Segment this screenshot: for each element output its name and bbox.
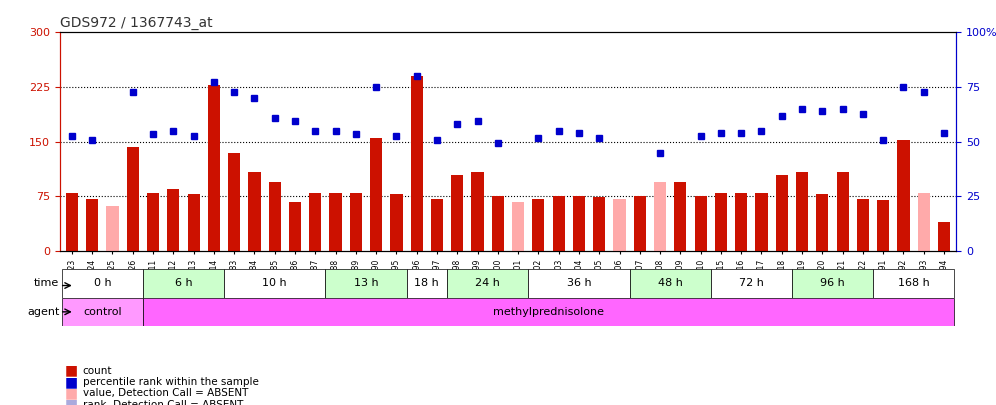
Bar [776,175,788,251]
Bar [917,193,930,251]
Text: 48 h: 48 h [657,279,682,288]
Bar [187,194,199,251]
Text: ■: ■ [65,364,78,377]
Text: percentile rank within the sample: percentile rank within the sample [83,377,259,387]
Bar [614,198,625,251]
Bar [62,298,142,326]
Bar [406,269,447,298]
Bar [86,198,99,251]
Bar [410,76,422,251]
Bar [711,269,792,298]
Bar [371,138,382,251]
Text: agent: agent [27,307,60,317]
Text: 18 h: 18 h [414,279,439,288]
Bar [330,193,342,251]
Bar [326,269,406,298]
Text: rank, Detection Call = ABSENT: rank, Detection Call = ABSENT [83,400,243,405]
Bar [147,193,159,251]
Bar [224,269,326,298]
Text: ■: ■ [65,398,78,405]
Bar [451,175,463,251]
Bar [512,202,524,251]
Bar [289,202,301,251]
Bar [694,196,707,251]
Bar [938,222,950,251]
Bar [792,269,873,298]
Bar [857,198,869,251]
Bar [594,197,606,251]
Text: 24 h: 24 h [475,279,500,288]
Text: ■: ■ [65,375,78,389]
Bar [553,196,565,251]
Bar [755,193,768,251]
Bar [715,193,727,251]
Bar [837,173,849,251]
Bar [633,196,645,251]
Text: 168 h: 168 h [897,279,929,288]
Bar [126,147,138,251]
Bar [431,198,443,251]
Bar [573,196,585,251]
Text: methylprednisolone: methylprednisolone [493,307,604,317]
Bar [897,140,909,251]
Bar [390,194,402,251]
Text: count: count [83,366,113,375]
Bar [208,85,220,251]
Bar [447,269,528,298]
Bar [532,198,545,251]
Text: value, Detection Call = ABSENT: value, Detection Call = ABSENT [83,388,248,398]
Bar [654,182,666,251]
Bar [66,193,78,251]
Bar [796,173,808,251]
Bar [107,206,119,251]
Text: 0 h: 0 h [94,279,112,288]
Text: 13 h: 13 h [354,279,378,288]
Bar [350,193,362,251]
Bar [269,182,281,251]
Text: time: time [34,279,60,288]
Text: 10 h: 10 h [262,279,287,288]
Text: control: control [83,307,122,317]
Bar [528,269,629,298]
Bar [674,182,686,251]
Bar [492,196,504,251]
Text: 36 h: 36 h [567,279,592,288]
Bar [817,194,829,251]
Bar [167,189,179,251]
Bar [228,153,240,251]
Bar [471,173,484,251]
Text: 6 h: 6 h [174,279,192,288]
Text: 96 h: 96 h [820,279,845,288]
Bar [62,269,142,298]
Bar [142,269,224,298]
Bar [309,193,322,251]
Bar [877,200,889,251]
Text: ■: ■ [65,386,78,400]
Text: GDS972 / 1367743_at: GDS972 / 1367743_at [60,16,212,30]
Bar [248,173,261,251]
Bar [629,269,711,298]
Bar [873,269,954,298]
Bar [735,193,747,251]
Text: 72 h: 72 h [739,279,764,288]
